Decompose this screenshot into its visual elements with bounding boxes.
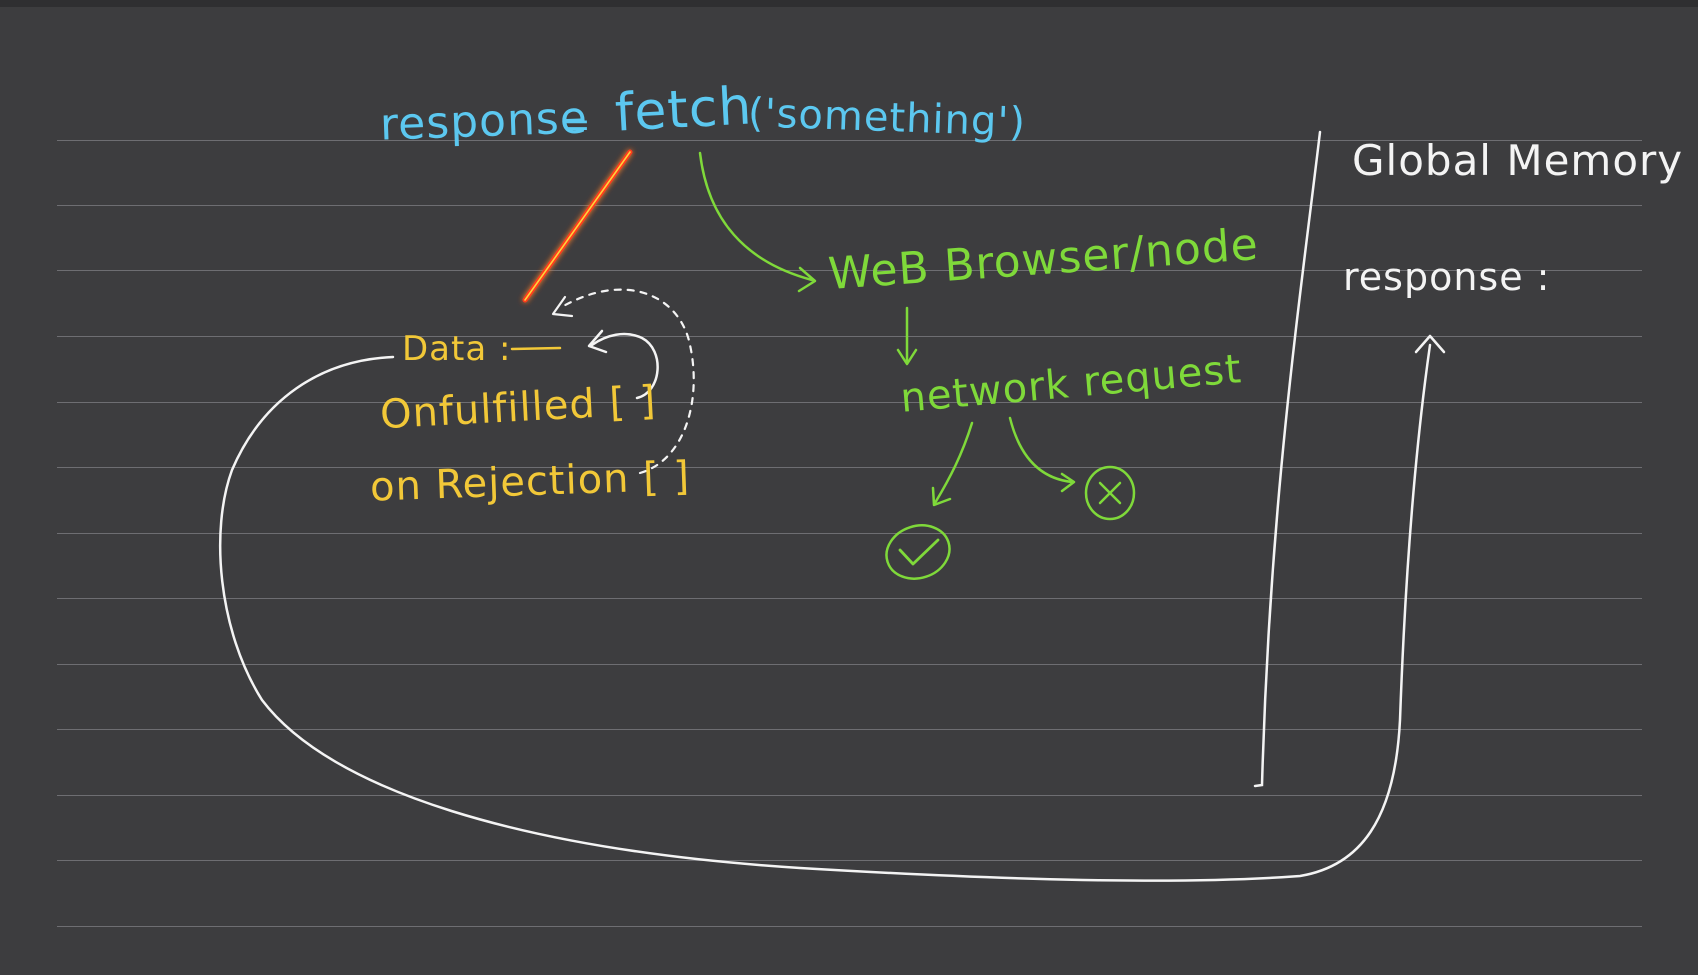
- fetch-to-browser-arrow: [698, 151, 814, 282]
- response-variable: response: [379, 92, 589, 151]
- ruled-line: [57, 533, 1642, 534]
- network-to-success-arrow: [933, 421, 974, 505]
- memory-response-label: response :: [1343, 255, 1551, 299]
- check-circle-icon: [885, 524, 951, 580]
- ruled-line: [57, 664, 1642, 665]
- ruled-line: [57, 598, 1642, 599]
- ruled-line: [57, 467, 1642, 468]
- fetch-argument: ('something'): [747, 90, 1027, 146]
- ruled-line: [57, 140, 1642, 141]
- data-value-placeholder: [510, 346, 562, 351]
- ruled-line: [57, 860, 1642, 861]
- memory-divider-line: [1253, 130, 1322, 788]
- promise-onrejection-label: on Rejection [ ]: [369, 453, 691, 511]
- ruled-line: [57, 729, 1642, 730]
- fulfilled-to-data-arrow: [590, 332, 659, 400]
- window-top-bar: [0, 0, 1698, 7]
- ruled-line: [57, 205, 1642, 206]
- assignment-operator: =: [562, 105, 592, 145]
- promise-data-label: Data :: [402, 329, 512, 369]
- ruled-line: [57, 336, 1642, 337]
- ruled-line: [57, 795, 1642, 796]
- rejection-to-data-arrow: [558, 288, 695, 475]
- data-to-memory-arrow: [218, 343, 1432, 882]
- ruled-line: [57, 270, 1642, 271]
- fetch-call: fetch: [613, 76, 754, 144]
- global-memory-title: Global Memory: [1352, 136, 1684, 185]
- ruled-line: [57, 402, 1642, 403]
- x-circle-icon: [1084, 465, 1136, 521]
- highlight-arrow: [522, 149, 633, 303]
- network-to-failure-arrow: [1008, 416, 1074, 484]
- ruled-line: [57, 926, 1642, 927]
